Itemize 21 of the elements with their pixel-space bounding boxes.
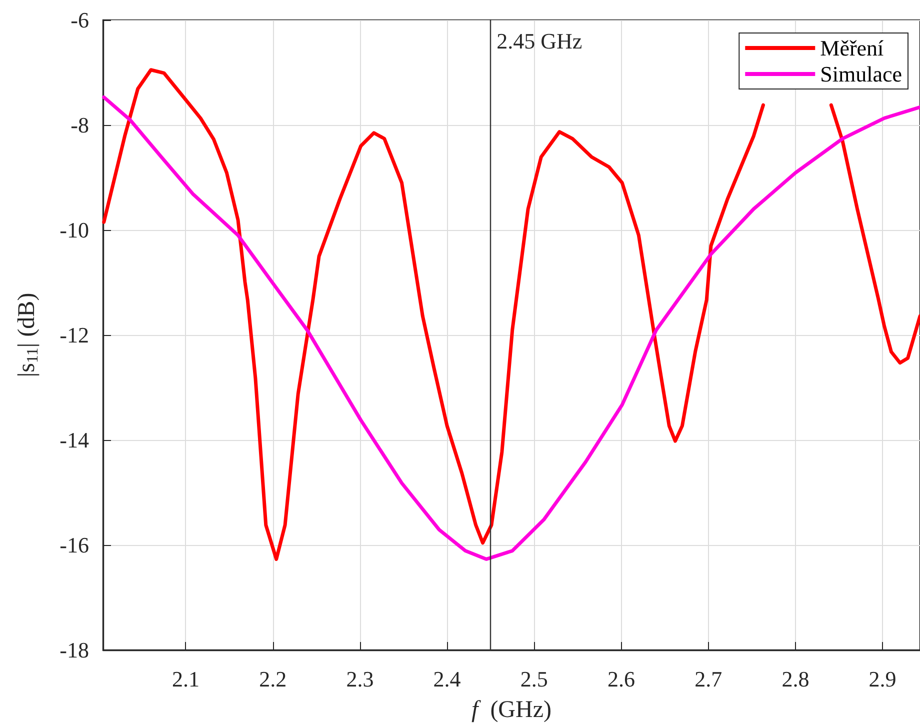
x-tick-label: 2.7 [694,666,722,692]
y-tick-label: -10 [60,218,89,242]
y-tick-label: -16 [60,532,89,558]
y-axis-title: |s11| (dB) [14,292,42,378]
x-tick-label: 2.5 [520,666,548,692]
y-tick-label: -8 [70,112,89,138]
y-tick-label: -6 [70,8,89,32]
y-tick-label: -18 [60,638,89,662]
legend-label: Měření [820,36,884,60]
ref-line-label: 2.45 GHz [496,28,582,54]
x-tick-label: 2.2 [259,666,287,692]
x-tick-label: 2.4 [433,666,461,692]
y-tick-label: -14 [60,428,89,452]
x-tick-label: 2.9 [868,666,896,692]
y-tick-label: -12 [60,322,89,348]
x-tick-label: 2.8 [782,666,810,692]
x-tick-label: 2.6 [607,666,635,692]
x-tick-label: 2.1 [172,666,200,692]
x-tick-label: 2.3 [346,666,374,692]
legend-label: Simulace [820,62,902,86]
x-axis-title: f (GHz) [472,697,552,723]
